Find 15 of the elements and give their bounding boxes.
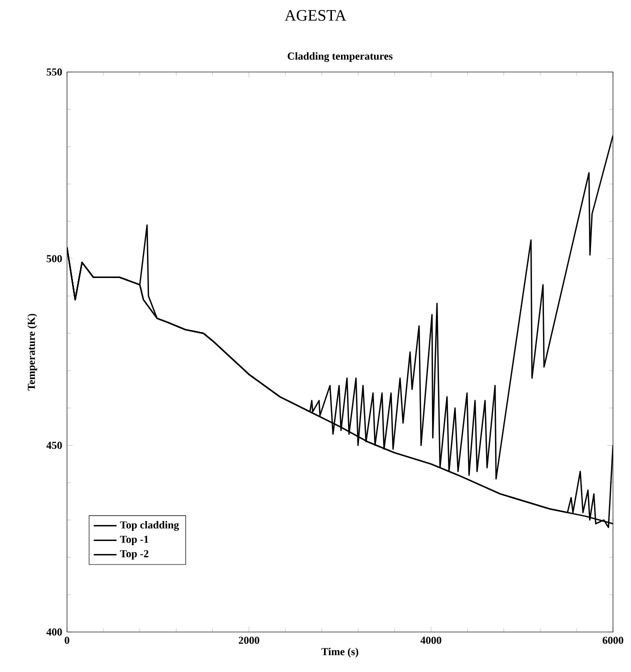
chart-title: AGESTA — [284, 10, 346, 21]
x-tick-label: 2000 — [238, 636, 260, 644]
y-tick-label: 450 — [46, 442, 62, 449]
y-axis-title: Temperature (K) — [27, 314, 38, 390]
chart-subtitle: Cladding temperatures — [288, 52, 393, 62]
legend-label: Top -1 — [120, 536, 148, 546]
y-tick-label: 400 — [46, 628, 62, 636]
x-tick-label: 6000 — [602, 636, 624, 644]
y-tick-label: 500 — [46, 255, 62, 262]
legend-label: Top -2 — [120, 550, 148, 560]
x-tick-label: 4000 — [420, 636, 442, 644]
legend-label: Top cladding — [120, 521, 179, 531]
x-axis-title: Time (s) — [321, 648, 358, 658]
x-tick-label: 0 — [64, 636, 70, 644]
y-tick-label: 550 — [46, 68, 62, 76]
